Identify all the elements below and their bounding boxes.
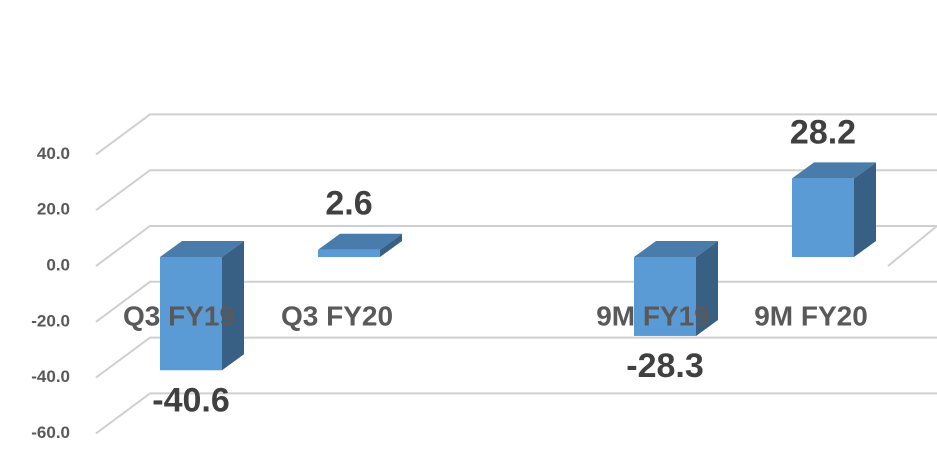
bar (318, 249, 380, 257)
grid-line (95, 392, 937, 435)
grid-line (95, 169, 937, 212)
bar (160, 257, 222, 371)
y-tick-label: 40.0 (37, 144, 70, 163)
y-tick-label: 0.0 (46, 255, 70, 274)
y-tick-label: 20.0 (37, 200, 70, 219)
bar-top (792, 162, 876, 179)
data-label: -40.6 (152, 381, 230, 419)
y-tick-label: -60.0 (31, 423, 70, 442)
bar-side (380, 233, 402, 257)
x-tick-label: Q3 FY20 (281, 300, 393, 331)
bar-top (160, 241, 244, 257)
data-label: 2.6 (325, 185, 372, 223)
data-label: 28.2 (790, 113, 856, 151)
y-tick-label: -20.0 (31, 311, 70, 330)
grid-line (95, 225, 937, 267)
data-label: -28.3 (626, 347, 704, 385)
bar-side (696, 241, 718, 336)
grid-line (95, 113, 937, 156)
y-tick-label: -40.0 (31, 367, 70, 386)
bar-side (854, 162, 876, 257)
bar-top (318, 233, 402, 250)
floor-edge (887, 225, 937, 267)
bar-side (222, 241, 244, 371)
x-tick-label: Q3 FY19 (123, 300, 235, 331)
grid-line (95, 336, 937, 379)
x-tick-label: 9M FY20 (754, 300, 868, 331)
bar (634, 257, 696, 336)
bar-top (634, 241, 718, 257)
x-tick-label: 9M FY19 (596, 300, 710, 331)
bar (792, 178, 854, 257)
